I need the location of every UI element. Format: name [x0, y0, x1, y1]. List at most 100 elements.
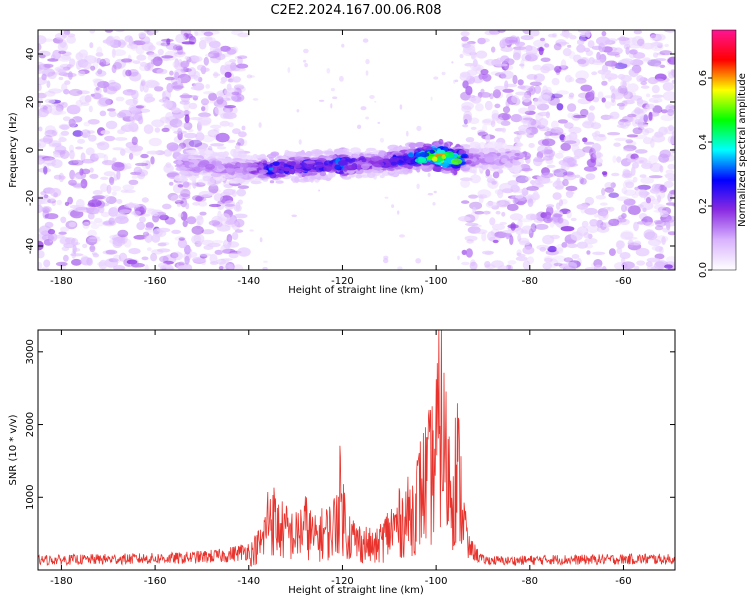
signal-blob [311, 149, 323, 155]
noise-blob [112, 62, 122, 70]
noise-blob [556, 103, 564, 111]
signal-blob [211, 160, 217, 165]
noise-blob [544, 257, 553, 263]
noise-blob [510, 222, 516, 231]
noise-blob [72, 242, 81, 246]
signal-blob [415, 151, 420, 159]
noise-blob [618, 215, 625, 220]
noise-blob [157, 48, 164, 56]
noise-blob [461, 41, 475, 50]
noise-blob [135, 162, 149, 167]
noise-blob [237, 32, 250, 38]
noise-blob [507, 260, 517, 265]
noise-blob [38, 140, 46, 149]
noise-blob [219, 120, 230, 127]
noise-blob [623, 99, 635, 105]
noise-blob [587, 40, 595, 49]
noise-blob [502, 88, 514, 93]
noise-blob [72, 130, 84, 137]
noise-blob [590, 90, 595, 98]
noise-blob [521, 94, 532, 103]
noise-blob [533, 217, 544, 223]
noise-blob [196, 215, 204, 226]
noise-blob [212, 240, 224, 244]
noise-blob [156, 68, 168, 75]
noise-blob [613, 47, 623, 55]
noise-blob [188, 35, 196, 41]
noise-blob [591, 61, 604, 65]
faint-speck [380, 137, 384, 143]
noise-blob [234, 67, 246, 72]
noise-blob [492, 89, 501, 99]
noise-blob [610, 99, 617, 107]
noise-blob [519, 63, 525, 67]
noise-blob [625, 37, 638, 46]
signal-blob [421, 146, 433, 150]
noise-blob [468, 194, 479, 199]
noise-blob [147, 52, 157, 58]
noise-blob [197, 119, 211, 127]
noise-blob [115, 96, 125, 102]
noise-blob [562, 48, 572, 57]
noise-blob [517, 219, 523, 228]
noise-blob [214, 249, 223, 255]
noise-blob [201, 229, 215, 235]
noise-blob [653, 219, 664, 225]
noise-blob [182, 220, 188, 228]
noise-blob [576, 44, 586, 53]
noise-blob [143, 93, 154, 104]
noise-blob [640, 81, 647, 86]
noise-blob [199, 253, 208, 259]
noise-blob [663, 180, 674, 188]
noise-blob [99, 58, 107, 67]
noise-blob [80, 152, 86, 162]
faint-speck [461, 42, 464, 47]
noise-blob [134, 105, 143, 110]
noise-blob [642, 57, 651, 62]
noise-blob [157, 242, 167, 247]
noise-blob [139, 82, 144, 92]
noise-blob [145, 160, 151, 170]
noise-blob [178, 213, 184, 218]
noise-blob [653, 52, 659, 58]
noise-blob [472, 64, 484, 72]
signal-blob [474, 144, 480, 148]
noise-blob [98, 97, 112, 106]
signal-blob [346, 165, 357, 170]
noise-blob [191, 225, 204, 235]
noise-blob [589, 105, 595, 111]
noise-blob [522, 117, 534, 121]
noise-blob [120, 148, 126, 156]
noise-blob [188, 139, 203, 148]
noise-blob [647, 238, 662, 246]
noise-blob [552, 192, 562, 200]
faint-speck [391, 204, 395, 209]
noise-blob [520, 35, 534, 41]
noise-blob [56, 199, 62, 206]
noise-blob [478, 73, 484, 80]
noise-blob [89, 173, 99, 179]
noise-blob [640, 177, 655, 184]
noise-blob [650, 266, 664, 270]
noise-blob [470, 51, 477, 60]
noise-blob [549, 132, 559, 136]
faint-speck [296, 109, 300, 113]
faint-speck [365, 116, 369, 120]
noise-blob [586, 224, 599, 234]
noise-blob [632, 176, 638, 183]
noise-blob [533, 73, 545, 82]
noise-blob [634, 189, 648, 197]
noise-blob [604, 101, 612, 109]
noise-blob [555, 41, 570, 45]
noise-blob [532, 190, 539, 200]
noise-blob [144, 264, 149, 270]
signal-blob [450, 158, 463, 165]
noise-blob [204, 53, 214, 58]
noise-blob [48, 234, 54, 243]
signal-blob [342, 176, 352, 180]
noise-blob [668, 71, 675, 79]
noise-blob [43, 63, 54, 68]
noise-blob [651, 94, 664, 98]
noise-blob [233, 84, 245, 90]
noise-blob [196, 221, 201, 230]
